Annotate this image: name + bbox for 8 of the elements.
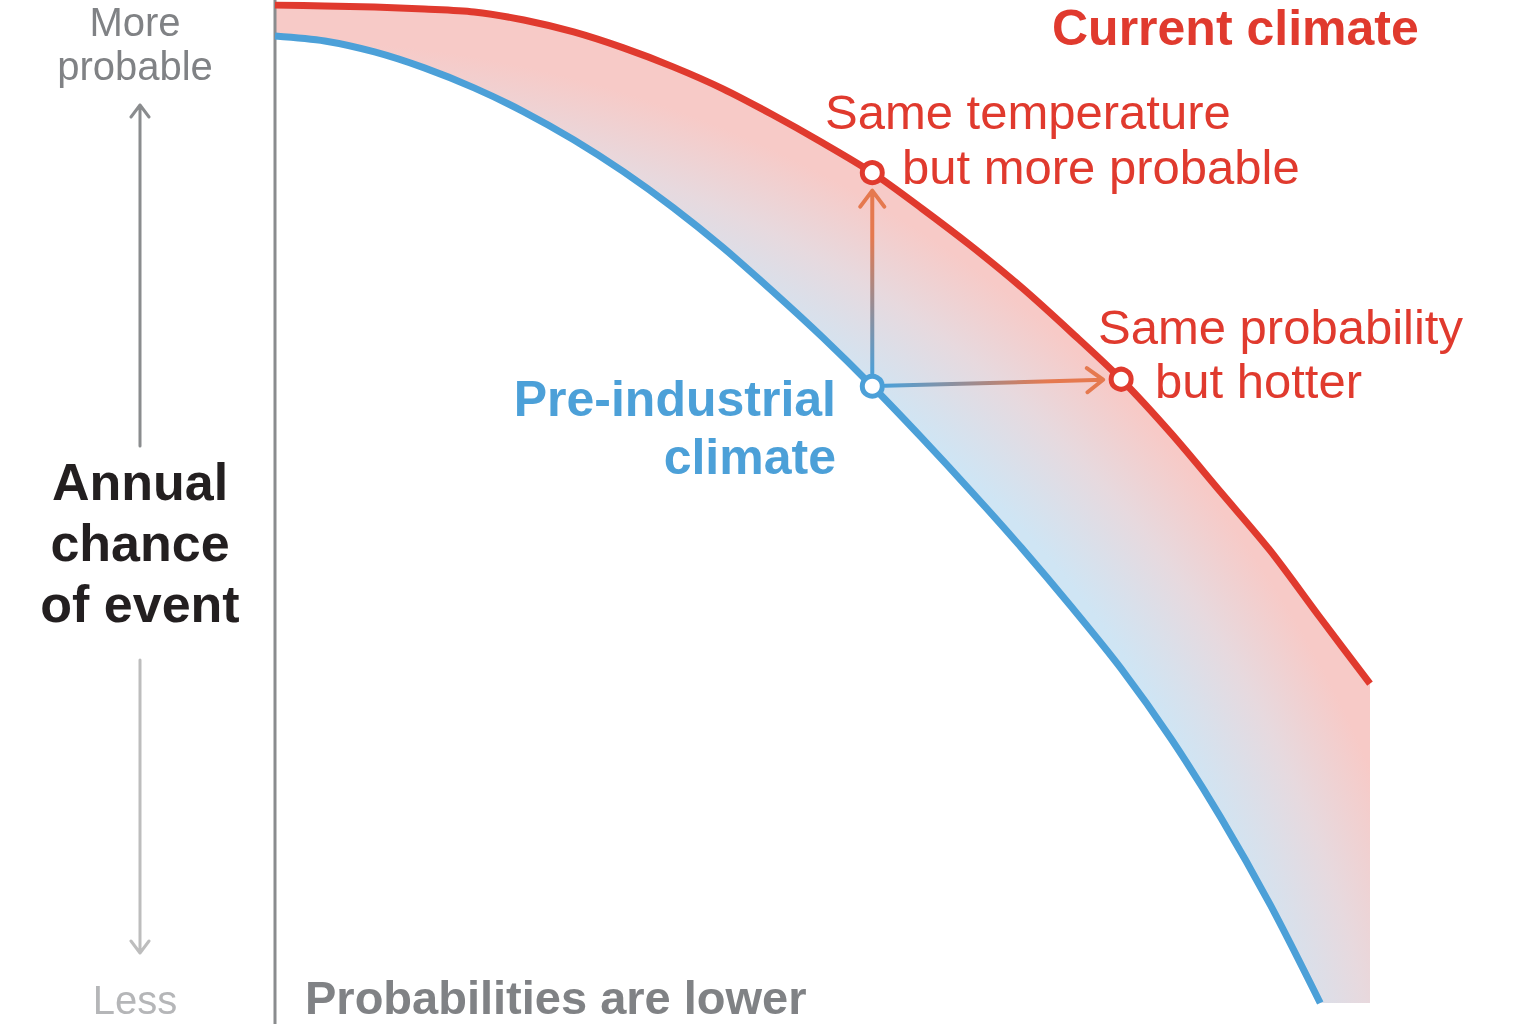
annotation: Probabilities are lower: [305, 970, 807, 1024]
text: Less: [92, 978, 178, 1022]
text: Current climate: [1052, 0, 1419, 56]
y-axis-title: Annual chance of event: [40, 453, 240, 633]
annotation: Same temperature but more probable: [825, 84, 1300, 194]
annotation: Same probability but hotter: [1098, 300, 1464, 408]
text: More probable: [57, 0, 213, 88]
series-label: Pre-industrial climate: [513, 371, 836, 485]
